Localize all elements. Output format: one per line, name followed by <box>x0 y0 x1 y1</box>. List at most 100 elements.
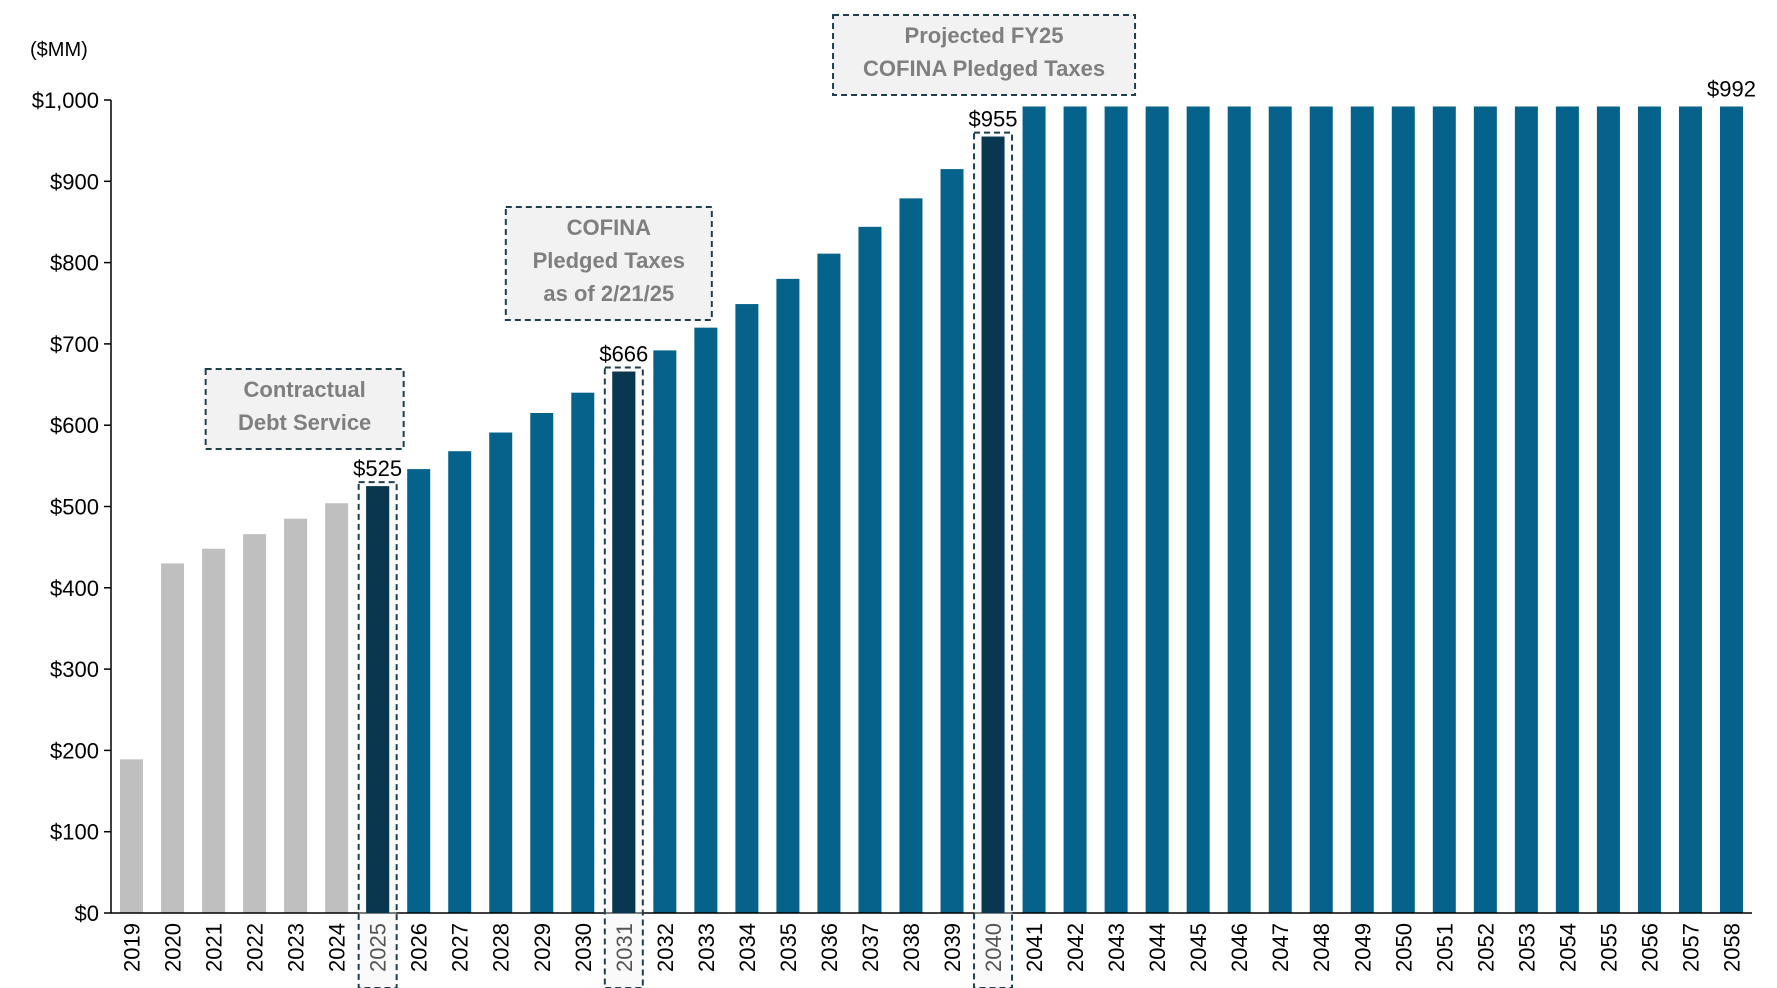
y-tick-label: $1,000 <box>32 88 99 113</box>
callout-text-2040: COFINA Pledged Taxes <box>863 56 1105 81</box>
bar-2047 <box>1268 106 1292 913</box>
unit-label: ($MM) <box>30 39 88 61</box>
x-tick-label-2023: 2023 <box>284 923 309 972</box>
x-axis: 2019 2020 2021 2022 2023 2024 2025 2026 2027 2028… <box>111 912 1752 972</box>
callout-text-2031: COFINA <box>567 215 651 240</box>
callout-box-2025 <box>204 368 405 450</box>
x-tick-label-2047: 2047 <box>1268 923 1293 972</box>
bar-2021 <box>202 548 226 913</box>
x-tick-label-2051: 2051 <box>1432 923 1457 972</box>
callout-text-2031: as of 2/21/25 <box>543 281 674 306</box>
x-tick-label-2056: 2056 <box>1637 923 1662 972</box>
bar-highlight-2040 <box>981 136 1005 913</box>
bar-2042 <box>1063 106 1087 913</box>
x-tick-label-2040: 2040 <box>981 923 1006 972</box>
x-tick-label-2037: 2037 <box>858 923 883 972</box>
x-tick-label-2055: 2055 <box>1596 923 1621 972</box>
x-tick-label-2039: 2039 <box>940 923 965 972</box>
x-tick-label-2020: 2020 <box>161 923 186 972</box>
bar-2046 <box>1227 106 1251 913</box>
callout-text-2025: Contractual <box>244 377 366 402</box>
bar-2024 <box>325 503 349 913</box>
bar-2045 <box>1186 106 1210 913</box>
bar-2037 <box>858 226 882 913</box>
callout-text-2031: Pledged Taxes <box>533 248 685 273</box>
bar-2043 <box>1104 106 1128 913</box>
y-tick-label: $900 <box>50 169 99 194</box>
y-tick-label: $500 <box>50 495 99 520</box>
bar-2034 <box>735 304 759 913</box>
x-tick-label-2054: 2054 <box>1555 923 1580 972</box>
bar-2030 <box>571 392 595 913</box>
bar-highlight-2031 <box>612 371 636 913</box>
data-label-2025: $525 <box>353 456 402 481</box>
bar-2039 <box>940 169 964 914</box>
x-tick-label-2044: 2044 <box>1145 923 1170 972</box>
y-tick-label: $0 <box>75 901 99 926</box>
data-label-2058: $992 <box>1707 77 1756 102</box>
bar-2051 <box>1432 106 1456 913</box>
y-tick-label: $800 <box>50 251 99 276</box>
callout-text-2040: Projected FY25 <box>905 23 1064 48</box>
x-tick-label-2035: 2035 <box>776 923 801 972</box>
y-tick-label: $300 <box>50 657 99 682</box>
bar-2033 <box>694 327 718 913</box>
callout-box-2040 <box>832 14 1137 96</box>
x-tick-label-2022: 2022 <box>243 923 268 972</box>
bar-2022 <box>243 534 267 913</box>
bar-highlight-2025 <box>366 486 390 913</box>
bar-2048 <box>1309 106 1333 913</box>
x-tick-label-2026: 2026 <box>407 923 432 972</box>
bar-2019 <box>120 759 144 913</box>
x-tick-label-2041: 2041 <box>1022 923 1047 972</box>
x-tick-label-2053: 2053 <box>1514 923 1539 972</box>
x-tick-label-2031: 2031 <box>612 923 637 972</box>
callout-box-2031 <box>504 206 713 321</box>
x-tick-label-2019: 2019 <box>120 923 145 972</box>
x-tick-label-2046: 2046 <box>1227 923 1252 972</box>
x-tick-label-2025: 2025 <box>366 923 391 972</box>
x-tick-label-2043: 2043 <box>1104 923 1129 972</box>
bar-2032 <box>653 350 677 913</box>
bar-2027 <box>448 451 472 913</box>
x-tick-label-2038: 2038 <box>899 923 924 972</box>
bar-2035 <box>776 278 800 913</box>
x-tick-label-2021: 2021 <box>202 923 227 972</box>
y-tick-label: $600 <box>50 413 99 438</box>
x-tick-label-2034: 2034 <box>735 923 760 972</box>
bar-2028 <box>489 432 513 913</box>
x-tick-label-2057: 2057 <box>1678 923 1703 972</box>
x-tick-label-2052: 2052 <box>1473 923 1498 972</box>
y-tick-label: $100 <box>50 820 99 845</box>
x-tick-label-2029: 2029 <box>530 923 555 972</box>
bar-2054 <box>1555 106 1579 913</box>
bar-2036 <box>817 253 841 914</box>
bar-2049 <box>1350 106 1374 913</box>
data-labels: $525 $666 $955 $992 <box>353 77 1756 482</box>
y-axis: $0 $100 $200 $300 $400 $500 $600 $700 $800 $900 $1… <box>32 88 112 926</box>
x-tick-label-2050: 2050 <box>1391 923 1416 972</box>
bar-2041 <box>1022 106 1046 913</box>
x-tick-label-2030: 2030 <box>571 923 596 972</box>
x-tick-label-2042: 2042 <box>1063 923 1088 972</box>
x-tick-label-2032: 2032 <box>653 923 678 972</box>
x-tick-label-2033: 2033 <box>694 923 719 972</box>
bar-2038 <box>899 198 923 914</box>
x-tick-label-2024: 2024 <box>325 923 350 972</box>
bar-2050 <box>1391 106 1415 913</box>
callout-text-2025: Debt Service <box>238 410 371 435</box>
bar-2026 <box>407 469 431 913</box>
x-tick-label-2058: 2058 <box>1719 923 1744 972</box>
data-label-2031: $666 <box>599 342 648 367</box>
x-tick-label-2045: 2045 <box>1186 923 1211 972</box>
y-tick-label: $400 <box>50 576 99 601</box>
bar-2044 <box>1145 106 1169 913</box>
bar-2023 <box>284 518 308 913</box>
x-tick-label-2048: 2048 <box>1309 923 1334 972</box>
y-tick-label: $700 <box>50 332 99 357</box>
x-tick-label-2049: 2049 <box>1350 923 1375 972</box>
bar-2057 <box>1678 106 1702 913</box>
data-label-2040: $955 <box>969 107 1018 132</box>
